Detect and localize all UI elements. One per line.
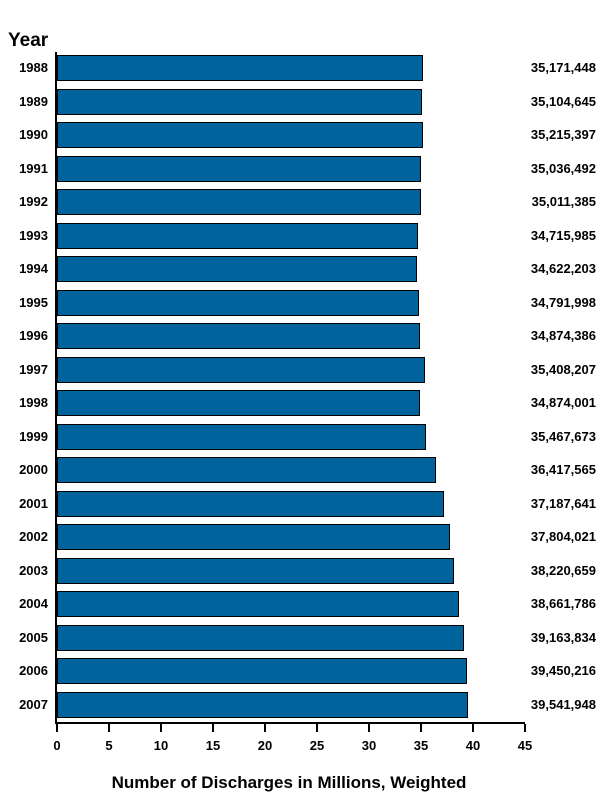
year-label-1991: 1991 [19, 161, 48, 176]
value-label-2006: 39,450,216 [530, 663, 596, 678]
bar-1998 [57, 390, 420, 416]
bar-1994 [57, 256, 417, 282]
bar-value-labels: 35,171,448 35,104,645 35,215,397 35,036,492… [524, 52, 596, 722]
year-label-2004: 2004 [19, 596, 48, 611]
value-label-2005: 39,163,834 [530, 630, 596, 645]
value-label-1992: 35,011,385 [531, 194, 596, 209]
value-label-1998: 34,874,001 [530, 395, 596, 410]
bar-1991 [57, 156, 421, 182]
year-label-1990: 1990 [19, 127, 48, 142]
x-tick-40 [472, 724, 474, 732]
year-label-1998: 1998 [19, 395, 48, 410]
x-tick-label-0: 0 [53, 738, 61, 753]
value-label-1990: 35,215,397 [530, 127, 596, 142]
year-label-1996: 1996 [19, 328, 48, 343]
value-label-2004: 38,661,786 [530, 596, 596, 611]
value-label-1989: 35,104,645 [530, 94, 596, 109]
x-tick-30 [368, 724, 370, 732]
y-axis-category-labels: 1988 1989 1990 1991 1992 1993 1994 1995 1996 1997… [0, 52, 48, 722]
x-tick-label-40: 40 [465, 738, 481, 753]
value-label-1988: 35,171,448 [530, 60, 596, 75]
value-label-2000: 36,417,565 [530, 462, 596, 477]
plot-area [55, 52, 525, 724]
x-axis-title: Number of Discharges in Millions, Weight… [111, 773, 467, 792]
value-label-2003: 38,220,659 [530, 563, 596, 578]
year-label-1993: 1993 [19, 228, 48, 243]
x-tick-label-30: 30 [361, 738, 377, 753]
value-label-1999: 35,467,673 [530, 429, 596, 444]
bar-1997 [57, 357, 425, 383]
value-label-2001: 37,187,641 [530, 496, 596, 511]
value-label-1995: 34,791,998 [530, 295, 596, 310]
year-label-2002: 2002 [19, 529, 48, 544]
bar-2005 [57, 625, 464, 651]
year-label-2000: 2000 [19, 462, 48, 477]
year-label-1995: 1995 [19, 295, 48, 310]
year-label-1999: 1999 [19, 429, 48, 444]
bar-2004 [57, 591, 459, 617]
value-label-1997: 35,408,207 [530, 362, 596, 377]
bar-1992 [57, 189, 421, 215]
x-tick-label-5: 5 [105, 738, 113, 753]
bar-2002 [57, 524, 450, 550]
bar-2006 [57, 658, 467, 684]
x-tick-label-15: 15 [205, 738, 221, 753]
bar-1995 [57, 290, 419, 316]
bar-1999 [57, 424, 426, 450]
year-label-2006: 2006 [19, 663, 48, 678]
x-tick-label-20: 20 [257, 738, 273, 753]
x-tick-label-10: 10 [153, 738, 169, 753]
year-label-1989: 1989 [19, 94, 48, 109]
value-label-1991: 35,036,492 [530, 161, 596, 176]
bar-1990 [57, 122, 423, 148]
bar-2003 [57, 558, 454, 584]
year-label-1997: 1997 [19, 362, 48, 377]
x-tick-5 [108, 724, 110, 732]
x-tick-35 [420, 724, 422, 732]
bar-2000 [57, 457, 436, 483]
x-tick-15 [212, 724, 214, 732]
bar-1988 [57, 55, 423, 81]
year-label-2001: 2001 [19, 496, 48, 511]
year-label-2003: 2003 [19, 563, 48, 578]
x-tick-20 [264, 724, 266, 732]
x-tick-label-45: 45 [517, 738, 533, 753]
bar-1996 [57, 323, 420, 349]
year-label-2007: 2007 [19, 697, 48, 712]
y-axis-title: Year [8, 30, 49, 51]
x-tick-10 [160, 724, 162, 732]
year-label-2005: 2005 [19, 630, 48, 645]
year-label-1992: 1992 [19, 194, 48, 209]
bar-2001 [57, 491, 444, 517]
x-tick-label-35: 35 [413, 738, 429, 753]
value-label-1993: 34,715,985 [530, 228, 596, 243]
x-tick-25 [316, 724, 318, 732]
bar-1993 [57, 223, 418, 249]
value-label-2007: 39,541,948 [530, 697, 596, 712]
year-label-1994: 1994 [19, 261, 48, 276]
bar-1989 [57, 89, 422, 115]
bar-2007 [57, 692, 468, 718]
value-label-2002: 37,804,021 [530, 529, 596, 544]
x-tick-45 [524, 724, 526, 732]
value-label-1996: 34,874,386 [530, 328, 596, 343]
value-label-1994: 34,622,203 [530, 261, 596, 276]
x-tick-label-25: 25 [309, 738, 325, 753]
x-tick-0 [56, 724, 58, 732]
year-label-1988: 1988 [19, 60, 48, 75]
